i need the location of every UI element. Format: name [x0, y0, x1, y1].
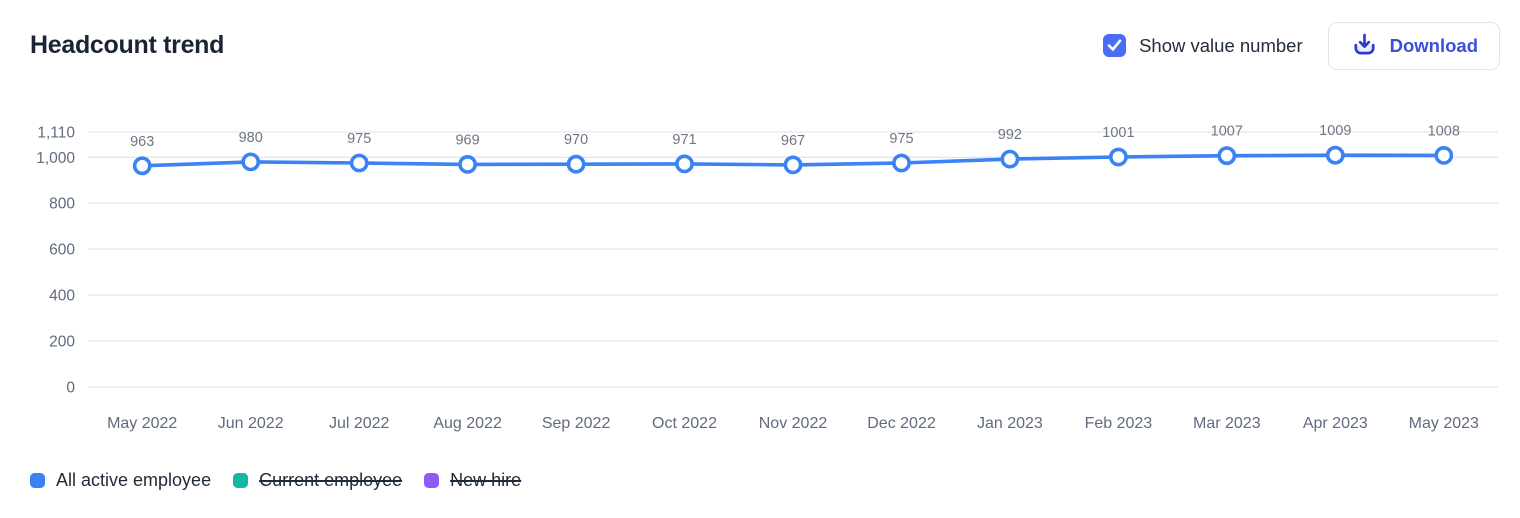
x-tick-label: Jul 2022 [329, 415, 390, 432]
x-tick-label: May 2022 [107, 415, 177, 432]
page-title: Headcount trend [30, 31, 225, 59]
x-tick-label: Dec 2022 [867, 415, 936, 432]
data-point-value-label: 975 [889, 131, 913, 147]
data-point-marker[interactable] [349, 153, 369, 173]
data-point-marker[interactable] [1434, 145, 1454, 165]
data-point-value-label: 967 [781, 133, 805, 149]
data-point-marker[interactable] [458, 154, 477, 174]
headcount-trend-line-chart[interactable]: 1,110 1,000 800 600 400 200 0 May 2022 Jun 2022 J… [0, 70, 1520, 455]
data-point-marker[interactable] [132, 156, 152, 176]
download-icon [1350, 32, 1379, 59]
download-button-label: Download [1389, 34, 1478, 56]
x-tick-label: Nov 2022 [759, 415, 828, 432]
data-point-value-label: 971 [672, 132, 696, 148]
data-point-value-label: 975 [347, 131, 371, 147]
legend-item[interactable]: All active employee [30, 470, 211, 491]
data-point-marker[interactable] [241, 152, 261, 172]
legend-item[interactable]: New hire [424, 470, 521, 491]
data-point-marker[interactable] [675, 154, 694, 174]
y-tick-label: 200 [49, 334, 75, 351]
header-actions: Show value number Download [1103, 21, 1500, 70]
x-tick-label: Jun 2022 [218, 415, 284, 432]
data-point-value-label: 1008 [1428, 123, 1460, 139]
legend-label: Current employee [259, 470, 403, 490]
y-tick-label: 1,000 [36, 150, 75, 167]
data-point-value-label: 980 [239, 130, 263, 146]
data-point-marker[interactable] [892, 153, 911, 173]
data-point-marker[interactable] [566, 154, 586, 174]
x-tick-label: May 2023 [1409, 415, 1479, 432]
x-tick-label: Apr 2023 [1303, 415, 1368, 432]
y-tick-label: 800 [49, 196, 75, 213]
y-tick-label: 600 [49, 242, 75, 259]
y-tick-label: 1,110 [37, 125, 75, 142]
checkbox-checked-icon[interactable] [1103, 34, 1127, 57]
data-point-value-label: 963 [130, 134, 154, 150]
data-point-value-label: 970 [564, 132, 588, 148]
y-tick-label: 400 [49, 288, 75, 305]
data-point-marker[interactable] [1325, 145, 1345, 165]
data-point-marker[interactable] [1000, 149, 1020, 169]
legend-swatch-icon [30, 473, 45, 488]
legend-label: All active employee [56, 470, 212, 490]
x-tick-label: Sep 2022 [542, 415, 611, 432]
chart-header: Headcount trend Show value number Downlo… [0, 0, 1520, 70]
data-point-value-label: 1001 [1102, 125, 1134, 141]
legend-swatch-icon [233, 473, 249, 488]
data-point-value-label: 1007 [1211, 124, 1243, 140]
x-tick-label: Mar 2023 [1193, 415, 1261, 432]
chart-legend: All active employee Current employee New h… [0, 470, 1520, 491]
data-point-value-label: 992 [998, 127, 1022, 143]
y-tick-label: 0 [66, 380, 75, 397]
x-tick-label: Aug 2022 [433, 415, 502, 432]
x-tick-label: Oct 2022 [652, 415, 717, 432]
data-point-value-label: 969 [455, 132, 479, 148]
legend-item[interactable]: Current employee [233, 470, 402, 491]
data-point-marker[interactable] [1109, 147, 1128, 167]
legend-label: New hire [450, 470, 522, 490]
download-button[interactable]: Download [1327, 21, 1500, 70]
x-tick-label: Jan 2023 [977, 415, 1043, 432]
show-value-number-label: Show value number [1139, 34, 1303, 56]
data-point-marker[interactable] [783, 155, 803, 175]
x-tick-label: Feb 2023 [1085, 415, 1153, 432]
data-point-marker[interactable] [1217, 146, 1237, 166]
legend-swatch-icon [424, 473, 440, 488]
show-value-number-toggle[interactable]: Show value number [1103, 34, 1303, 57]
data-point-value-label: 1009 [1319, 123, 1351, 139]
